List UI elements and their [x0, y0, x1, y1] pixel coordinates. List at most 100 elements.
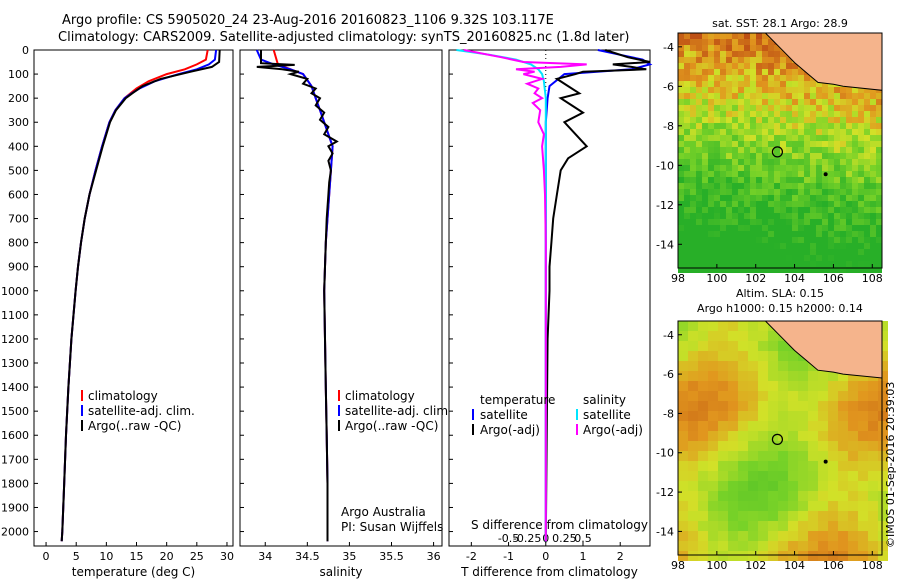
map-cell — [750, 207, 756, 213]
map-cell — [868, 461, 878, 471]
map-cell — [684, 177, 690, 183]
map-cell — [878, 331, 888, 341]
map-cell — [726, 189, 732, 195]
map-cell — [758, 521, 768, 531]
map-cell — [678, 201, 684, 207]
map-cell — [726, 69, 732, 75]
map-cell — [698, 491, 708, 501]
map-cell — [864, 129, 870, 135]
map-cell — [738, 237, 744, 243]
map-cell — [848, 521, 858, 531]
map-cell — [858, 153, 864, 159]
map-cell — [718, 411, 728, 421]
map-cell — [758, 321, 768, 331]
map-cell — [702, 225, 708, 231]
map-cell — [696, 105, 702, 111]
map-cell — [696, 219, 702, 225]
map-cell — [852, 255, 858, 261]
map-cell — [738, 123, 744, 129]
map-cell — [858, 129, 864, 135]
map-cell — [708, 551, 718, 561]
map-cell — [792, 177, 798, 183]
map-cell — [744, 171, 750, 177]
map-cell — [744, 135, 750, 141]
map-cell — [818, 521, 828, 531]
map-cell — [708, 189, 714, 195]
x-tick-label: 2 — [617, 550, 624, 563]
map-cell — [870, 201, 876, 207]
map-cell — [738, 117, 744, 123]
y-tick-label: 100 — [8, 68, 29, 81]
map-cell — [720, 141, 726, 147]
map-cell — [858, 111, 864, 117]
map-cell — [688, 401, 698, 411]
map-cell — [726, 75, 732, 81]
map-cell — [858, 481, 868, 491]
map-cell — [758, 431, 768, 441]
map-cell — [816, 207, 822, 213]
map-cell — [798, 421, 808, 431]
map-cell — [786, 81, 792, 87]
map-cell — [828, 177, 834, 183]
map-cell — [738, 111, 744, 117]
map-cell — [678, 33, 684, 39]
map-cell — [780, 57, 786, 63]
legend-label: satellite-adj. clim. — [345, 404, 452, 418]
map-cell — [804, 255, 810, 261]
map-cell — [720, 171, 726, 177]
map-cell — [744, 63, 750, 69]
map-cell — [792, 99, 798, 105]
map-cell — [714, 63, 720, 69]
map-cell — [726, 267, 732, 273]
map-cell — [732, 57, 738, 63]
map-cell — [744, 207, 750, 213]
map-cell — [816, 123, 822, 129]
map-cell — [690, 153, 696, 159]
map-cell — [852, 87, 858, 93]
map-cell — [848, 531, 858, 541]
map-cell — [846, 135, 852, 141]
map-cell — [868, 401, 878, 411]
map-cell — [870, 249, 876, 255]
map-cell — [732, 69, 738, 75]
map-cell — [718, 491, 728, 501]
map-cell — [728, 471, 738, 481]
map-cell — [738, 231, 744, 237]
map-cell — [828, 501, 838, 511]
map-cell — [750, 225, 756, 231]
map-cell — [728, 441, 738, 451]
map-cell — [876, 261, 882, 267]
map-cell — [678, 371, 688, 381]
map-cell — [756, 171, 762, 177]
map-cell — [774, 141, 780, 147]
y-tick-label: 0 — [22, 44, 29, 57]
map-cell — [762, 135, 768, 141]
map-cell — [756, 213, 762, 219]
map-cell — [698, 451, 708, 461]
map-cell — [788, 511, 798, 521]
map-cell — [786, 255, 792, 261]
map-cell — [726, 57, 732, 63]
map-cell — [732, 195, 738, 201]
map-cell — [858, 471, 868, 481]
map-cell — [788, 441, 798, 451]
map-cell — [696, 93, 702, 99]
map-cell — [684, 69, 690, 75]
map-cell — [718, 351, 728, 361]
map-cell — [858, 201, 864, 207]
map-cell — [838, 521, 848, 531]
map-cell — [810, 237, 816, 243]
map-cell — [810, 177, 816, 183]
map-cell — [798, 135, 804, 141]
map-cell — [834, 153, 840, 159]
map-cell — [876, 111, 882, 117]
sst_map-field — [678, 33, 882, 273]
map-cell — [708, 249, 714, 255]
map-cell — [684, 123, 690, 129]
map-cell — [876, 99, 882, 105]
map-cell — [678, 135, 684, 141]
series-line-s-argo-adj- — [463, 49, 587, 542]
map-cell — [798, 225, 804, 231]
map-cell — [708, 351, 718, 361]
map-cell — [726, 231, 732, 237]
